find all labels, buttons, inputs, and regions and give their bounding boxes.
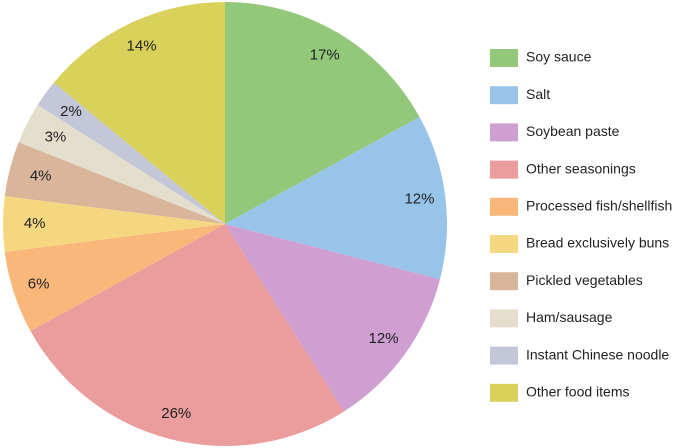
slice-label: 17% bbox=[310, 46, 340, 63]
pie-slice bbox=[225, 224, 441, 412]
legend-swatch bbox=[490, 383, 518, 402]
legend-label: Ham/sausage bbox=[526, 309, 613, 325]
pie-slice bbox=[4, 142, 226, 224]
pie-slice bbox=[18, 105, 226, 224]
slice-label: 14% bbox=[127, 38, 157, 55]
legend-swatch bbox=[490, 309, 518, 328]
pie-slice bbox=[225, 117, 447, 280]
legend-swatch bbox=[490, 123, 518, 142]
legend-swatch bbox=[490, 49, 518, 67]
legend-label: Pickled vegetables bbox=[526, 272, 643, 288]
legend-label: Bread exclusively buns bbox=[526, 235, 669, 251]
legend-swatch bbox=[490, 272, 518, 291]
slice-label: 3% bbox=[45, 129, 67, 146]
legend-label: Soybean paste bbox=[526, 123, 620, 139]
pie-slice bbox=[30, 224, 344, 446]
pie-slice bbox=[2, 196, 226, 252]
pie-slice bbox=[4, 224, 226, 331]
slice-label: 4% bbox=[30, 168, 52, 185]
legend-swatch bbox=[490, 235, 518, 253]
legend-label: Other food items bbox=[526, 384, 630, 400]
pie-slice bbox=[53, 2, 225, 224]
pie-slice bbox=[225, 2, 420, 224]
slice-label: 12% bbox=[404, 190, 434, 207]
legend-swatch bbox=[490, 197, 518, 216]
legend-label: Salt bbox=[526, 86, 550, 102]
legend-swatch bbox=[490, 86, 518, 105]
legend-swatch bbox=[490, 346, 518, 365]
pie-slice bbox=[37, 82, 225, 224]
legend-label: Processed fish/shellfish bbox=[526, 198, 672, 214]
legend-label: Soy sauce bbox=[526, 49, 592, 65]
slice-label: 26% bbox=[161, 405, 191, 422]
slice-label: 6% bbox=[28, 276, 50, 293]
legend-swatch bbox=[490, 160, 518, 179]
slice-label: 12% bbox=[369, 330, 399, 347]
slice-label: 4% bbox=[24, 215, 46, 232]
legend-label: Instant Chinese noodle bbox=[526, 346, 669, 362]
legend-label: Other seasonings bbox=[526, 160, 636, 176]
slice-label: 2% bbox=[60, 103, 82, 120]
